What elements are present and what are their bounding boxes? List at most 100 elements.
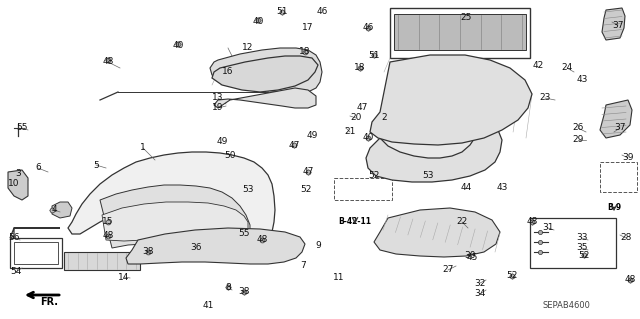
Polygon shape — [102, 202, 248, 241]
Text: 30: 30 — [464, 250, 476, 259]
Text: 29: 29 — [572, 136, 584, 145]
Text: 10: 10 — [8, 179, 20, 188]
Text: 35: 35 — [576, 243, 588, 253]
Text: 52: 52 — [368, 170, 380, 180]
Bar — [600, 162, 637, 192]
Polygon shape — [366, 113, 502, 182]
Text: 17: 17 — [302, 23, 314, 32]
Text: 40: 40 — [252, 18, 264, 26]
Text: 47: 47 — [302, 167, 314, 176]
Text: 48: 48 — [526, 218, 538, 226]
Text: 51: 51 — [276, 8, 288, 17]
Text: 52: 52 — [506, 271, 518, 280]
Text: 25: 25 — [460, 13, 472, 23]
Polygon shape — [378, 95, 478, 158]
Polygon shape — [600, 100, 632, 138]
Text: 31: 31 — [542, 224, 554, 233]
Polygon shape — [370, 55, 532, 145]
Text: 7: 7 — [300, 261, 306, 270]
Text: 50: 50 — [224, 151, 236, 160]
Text: 44: 44 — [460, 183, 472, 192]
Text: 24: 24 — [561, 63, 573, 72]
Polygon shape — [374, 208, 500, 257]
Text: FR.: FR. — [40, 297, 58, 307]
Bar — [530, 218, 616, 268]
Text: 9: 9 — [315, 241, 321, 249]
Text: B-42-11: B-42-11 — [339, 217, 371, 226]
Text: 55: 55 — [16, 123, 28, 132]
Text: 52: 52 — [300, 186, 312, 195]
Text: 47: 47 — [288, 140, 300, 150]
Text: 14: 14 — [118, 272, 130, 281]
Text: 5: 5 — [93, 160, 99, 169]
Text: 46: 46 — [316, 8, 328, 17]
Text: 23: 23 — [540, 93, 550, 102]
Text: 22: 22 — [456, 218, 468, 226]
Bar — [64, 252, 140, 270]
Text: 36: 36 — [190, 243, 202, 253]
Text: 11: 11 — [333, 273, 345, 283]
Text: 45: 45 — [467, 254, 477, 263]
Text: 48: 48 — [256, 235, 268, 244]
Text: 20: 20 — [350, 114, 362, 122]
Text: 32: 32 — [474, 278, 486, 287]
Text: 56: 56 — [8, 233, 20, 241]
Text: 55: 55 — [238, 229, 250, 239]
Polygon shape — [210, 48, 322, 93]
Text: 26: 26 — [572, 123, 584, 132]
Text: B-9: B-9 — [607, 204, 621, 212]
Text: 37: 37 — [612, 20, 624, 29]
Text: 18: 18 — [300, 48, 311, 56]
Text: SEPAB4600: SEPAB4600 — [542, 300, 590, 309]
Polygon shape — [212, 56, 318, 92]
Bar — [152, 240, 224, 256]
Text: 52: 52 — [579, 250, 589, 259]
Text: 53: 53 — [243, 186, 253, 195]
Polygon shape — [602, 8, 625, 40]
Text: 48: 48 — [624, 276, 636, 285]
Text: 28: 28 — [620, 234, 632, 242]
Text: 33: 33 — [576, 234, 588, 242]
Text: 12: 12 — [243, 43, 253, 53]
Text: 47: 47 — [356, 103, 368, 113]
Polygon shape — [126, 228, 305, 264]
Text: 42: 42 — [532, 61, 543, 70]
Text: 13: 13 — [212, 93, 224, 102]
Text: 3: 3 — [15, 169, 21, 179]
Text: 40: 40 — [362, 133, 374, 143]
Text: 6: 6 — [35, 164, 41, 173]
Text: 15: 15 — [102, 218, 114, 226]
Text: 18: 18 — [355, 63, 365, 72]
Text: 51: 51 — [368, 50, 380, 60]
Text: 38: 38 — [238, 287, 250, 296]
Text: 2: 2 — [381, 113, 387, 122]
Text: 37: 37 — [614, 123, 626, 132]
Text: 43: 43 — [496, 183, 508, 192]
Text: 48: 48 — [102, 232, 114, 241]
Text: 38: 38 — [142, 248, 154, 256]
Text: 21: 21 — [344, 128, 356, 137]
Text: 34: 34 — [474, 290, 486, 299]
Bar — [14, 242, 58, 264]
Text: 39: 39 — [622, 153, 634, 162]
Text: 16: 16 — [222, 68, 234, 77]
Text: 48: 48 — [102, 57, 114, 66]
Text: 49: 49 — [216, 137, 228, 146]
Text: 43: 43 — [576, 76, 588, 85]
Text: 40: 40 — [172, 41, 184, 49]
Text: 54: 54 — [10, 268, 22, 277]
Text: 1: 1 — [140, 144, 146, 152]
Polygon shape — [100, 185, 250, 250]
Polygon shape — [214, 88, 316, 108]
Text: 41: 41 — [202, 301, 214, 310]
Text: 4: 4 — [51, 205, 57, 214]
Text: 49: 49 — [307, 130, 317, 139]
Text: 19: 19 — [212, 103, 224, 113]
Text: 46: 46 — [362, 24, 374, 33]
Polygon shape — [52, 202, 72, 218]
Polygon shape — [8, 170, 28, 200]
Bar — [334, 178, 392, 200]
Bar — [10, 238, 62, 268]
Bar — [394, 14, 526, 50]
Text: 53: 53 — [422, 172, 434, 181]
